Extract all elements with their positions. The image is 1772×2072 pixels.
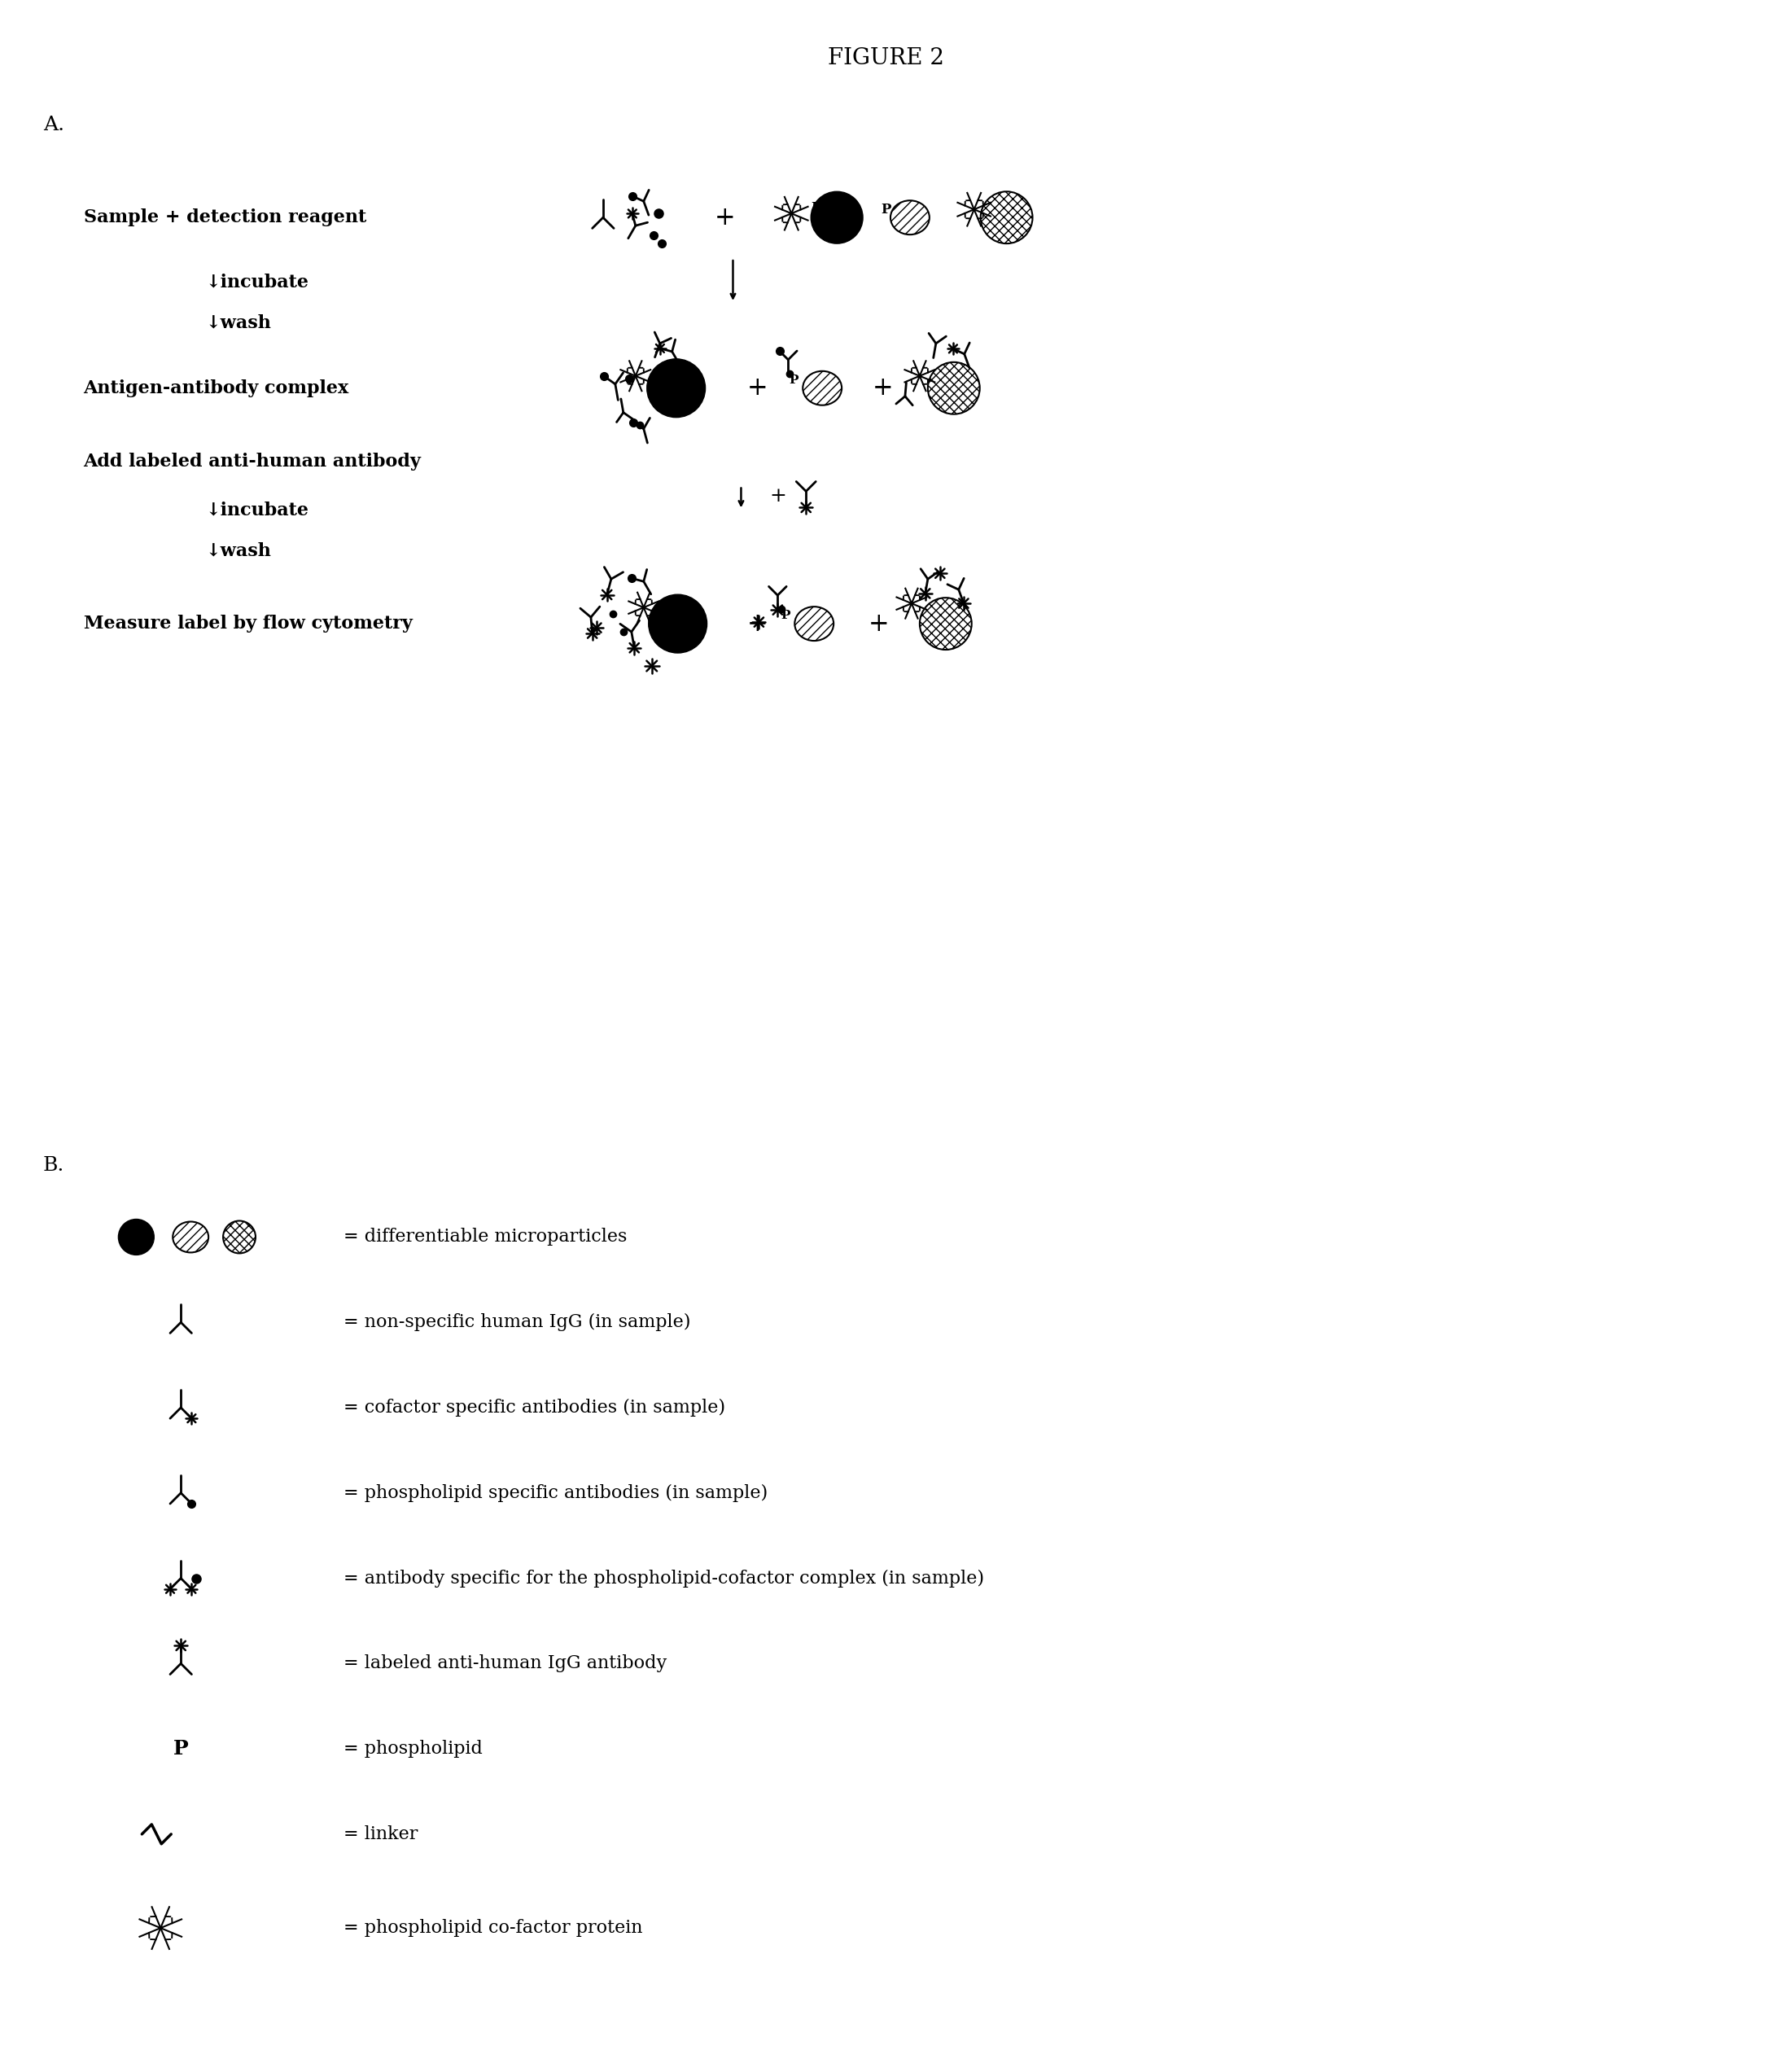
Text: P: P	[654, 609, 663, 622]
Text: +: +	[868, 611, 890, 636]
Circle shape	[920, 597, 971, 651]
Circle shape	[929, 363, 980, 414]
Text: A.: A.	[43, 116, 64, 135]
Text: Antigen-antibody complex: Antigen-antibody complex	[83, 379, 349, 398]
Ellipse shape	[172, 1222, 209, 1251]
Text: +: +	[714, 205, 735, 230]
Text: = cofactor specific antibodies (in sample): = cofactor specific antibodies (in sampl…	[344, 1399, 725, 1417]
Text: ↓wash: ↓wash	[206, 541, 271, 559]
Ellipse shape	[891, 201, 930, 234]
Text: = phospholipid: = phospholipid	[344, 1740, 482, 1757]
Text: +: +	[746, 375, 767, 400]
Text: ↓incubate: ↓incubate	[206, 274, 308, 292]
Circle shape	[812, 191, 863, 244]
Text: Sample + detection reagent: Sample + detection reagent	[83, 209, 367, 226]
Ellipse shape	[794, 607, 833, 640]
Text: FIGURE 2: FIGURE 2	[828, 48, 944, 68]
Text: +: +	[769, 487, 787, 506]
Circle shape	[119, 1218, 154, 1256]
Circle shape	[647, 358, 705, 416]
Text: Add labeled anti-human antibody: Add labeled anti-human antibody	[83, 452, 422, 470]
Circle shape	[223, 1220, 255, 1254]
Text: P: P	[881, 203, 891, 215]
Text: P: P	[812, 201, 820, 215]
Text: = non-specific human IgG (in sample): = non-specific human IgG (in sample)	[344, 1314, 691, 1332]
Text: P: P	[789, 375, 799, 385]
Text: = differentiable microparticles: = differentiable microparticles	[344, 1229, 627, 1245]
Text: +: +	[746, 611, 767, 636]
Text: = linker: = linker	[344, 1825, 418, 1844]
Text: Measure label by flow cytometry: Measure label by flow cytometry	[83, 615, 413, 632]
Text: ↓wash: ↓wash	[206, 315, 271, 332]
Circle shape	[980, 191, 1033, 244]
Text: B.: B.	[43, 1156, 64, 1175]
Ellipse shape	[803, 371, 842, 406]
Text: +: +	[874, 375, 893, 400]
Text: = phospholipid co-factor protein: = phospholipid co-factor protein	[344, 1919, 643, 1937]
Circle shape	[649, 595, 707, 653]
Text: = phospholipid specific antibodies (in sample): = phospholipid specific antibodies (in s…	[344, 1484, 767, 1502]
Text: P: P	[650, 375, 661, 387]
Text: = antibody specific for the phospholipid-cofactor complex (in sample): = antibody specific for the phospholipid…	[344, 1569, 983, 1587]
Text: ↓incubate: ↓incubate	[206, 501, 308, 518]
Text: = labeled anti-human IgG antibody: = labeled anti-human IgG antibody	[344, 1656, 666, 1672]
Text: P: P	[174, 1738, 188, 1759]
Text: P: P	[781, 609, 790, 622]
